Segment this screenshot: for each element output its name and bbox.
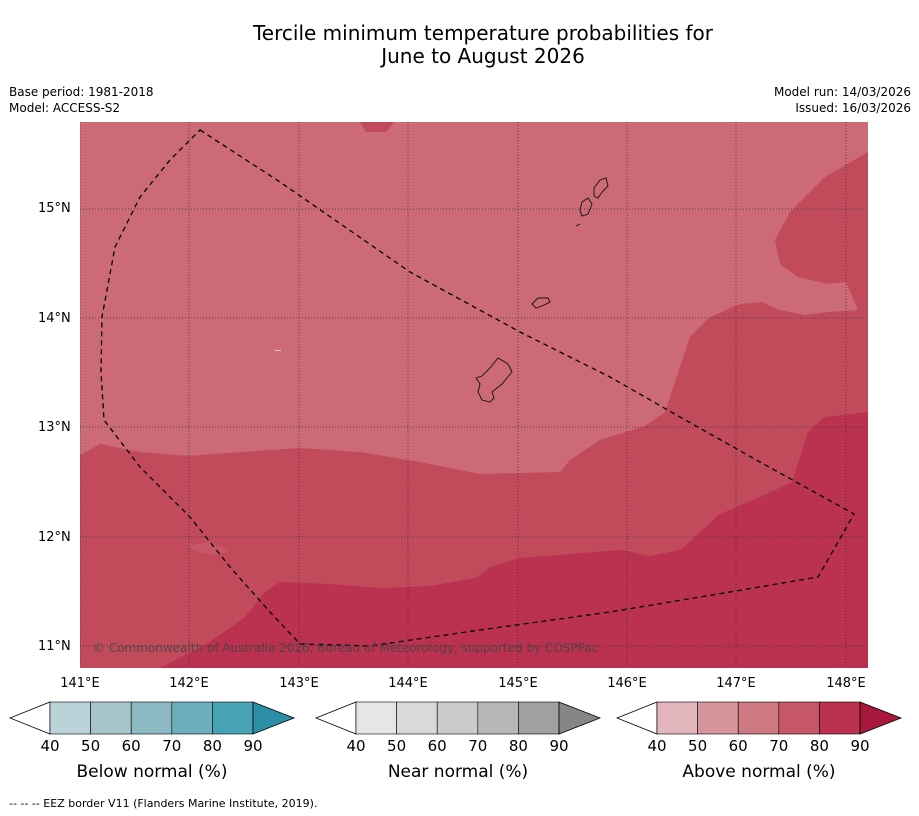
colorbar-above-bin-40 (656, 701, 698, 735)
colorbar-above-bin-70 (778, 701, 820, 735)
lat-label-15: 15°N (38, 201, 71, 216)
base-period: Base period: 1981-2018 (9, 85, 154, 99)
colorbar-near-bin-70 (477, 701, 519, 735)
colorbar-near-extend-low (315, 701, 357, 735)
colorbar-below-tick-50: 50 (81, 737, 101, 755)
lat-label-13: 13°N (38, 420, 71, 435)
region-70-80 (80, 152, 868, 668)
colorbar-above-extend-low (616, 701, 658, 735)
colorbar-near-tick-80: 80 (508, 737, 528, 755)
data-speck (275, 350, 281, 351)
colorbar-below-bin-70 (171, 701, 213, 735)
colorbar-above-tick-40: 40 (647, 737, 667, 755)
lat-label-14: 14°N (38, 311, 71, 326)
colorbar-above-tick-70: 70 (769, 737, 789, 755)
colorbar-below-bin-80 (212, 701, 254, 735)
colorbar-below-tick-70: 70 (162, 737, 182, 755)
title-line-1: Tercile minimum temperature probabilitie… (252, 21, 714, 45)
lon-label-142: 142°E (169, 676, 209, 691)
colorbar-above-extend-high (859, 701, 903, 735)
lon-label-146: 146°E (607, 676, 647, 691)
colorbar-below-tick-40: 40 (40, 737, 60, 755)
colorbar-label-near: Near normal (%) (387, 762, 529, 782)
colorbar-below (9, 701, 296, 735)
copyright-notice: © Commonwealth of Australia 2026, Bureau… (93, 641, 599, 655)
colorbar-near-tick-40: 40 (346, 737, 366, 755)
map-svg (80, 122, 868, 668)
colorbar-above-tick-80: 80 (809, 737, 829, 755)
colorbar-near-bin-50 (396, 701, 438, 735)
colorbar-below-bin-60 (130, 701, 173, 735)
lat-label-11: 11°N (38, 639, 71, 654)
meta-right: Model run: 14/03/2026 Issued: 16/03/2026 (774, 84, 911, 116)
colorbar-above-bin-60 (737, 701, 780, 735)
colorbar-above (616, 701, 903, 735)
island-saipan (593, 177, 609, 199)
map-title: Tercile minimum temperature probabilitie… (0, 22, 919, 68)
colorbar-above-tick-50: 50 (688, 737, 708, 755)
colorbar-above-bin-80 (819, 701, 861, 735)
colorbar-label-below: Below normal (%) (76, 762, 228, 782)
colorbar-above-bin-50 (697, 701, 739, 735)
colorbar-near-bin-80 (518, 701, 560, 735)
colorbar-near-extend-high (558, 701, 602, 735)
lon-label-141: 141°E (60, 676, 100, 691)
island-rota (531, 297, 551, 309)
map-panel[interactable] (80, 122, 868, 668)
eez-footnote: -- -- -- EEZ border V11 (Flanders Marine… (9, 797, 318, 810)
colorbar-near-bin-40 (355, 701, 397, 735)
title-line-2: June to August 2026 (381, 44, 585, 68)
region-70-80-top (360, 122, 394, 132)
lon-label-145: 145°E (498, 676, 538, 691)
colorbar-near-tick-90: 90 (549, 737, 569, 755)
lon-label-143: 143°E (279, 676, 319, 691)
issued-date: Issued: 16/03/2026 (795, 101, 911, 115)
colorbar-below-tick-60: 60 (121, 737, 141, 755)
lat-label-12: 12°N (38, 530, 71, 545)
meta-left: Base period: 1981-2018 Model: ACCESS-S2 (9, 84, 154, 116)
colorbar-near (315, 701, 602, 735)
lon-label-147: 147°E (716, 676, 756, 691)
lon-label-144: 144°E (388, 676, 428, 691)
colorbar-near-bin-60 (436, 701, 479, 735)
colorbar-near-tick-70: 70 (468, 737, 488, 755)
island-guam (475, 357, 513, 403)
model-run: Model run: 14/03/2026 (773, 85, 911, 99)
model-name: Model: ACCESS-S2 (9, 101, 121, 115)
colorbar-near-tick-60: 60 (427, 737, 447, 755)
colorbar-label-above: Above normal (%) (682, 762, 836, 782)
eez-border (100, 129, 855, 647)
island-tinian (579, 197, 593, 217)
region-70-80-streak (188, 542, 230, 556)
colorbar-below-bin-50 (90, 701, 132, 735)
island-aguijan (575, 223, 581, 227)
colorbar-below-extend-high (252, 701, 296, 735)
colorbar-below-tick-90: 90 (243, 737, 263, 755)
gridlines (80, 122, 868, 668)
colorbar-above-tick-90: 90 (850, 737, 870, 755)
colorbar-above-tick-60: 60 (728, 737, 748, 755)
colorbar-below-bin-40 (49, 701, 91, 735)
region-80-90 (160, 412, 868, 668)
colorbar-below-tick-80: 80 (202, 737, 222, 755)
colorbar-near-tick-50: 50 (387, 737, 407, 755)
lon-label-148: 148°E (826, 676, 866, 691)
colorbar-below-extend-low (9, 701, 51, 735)
islands (475, 177, 609, 403)
